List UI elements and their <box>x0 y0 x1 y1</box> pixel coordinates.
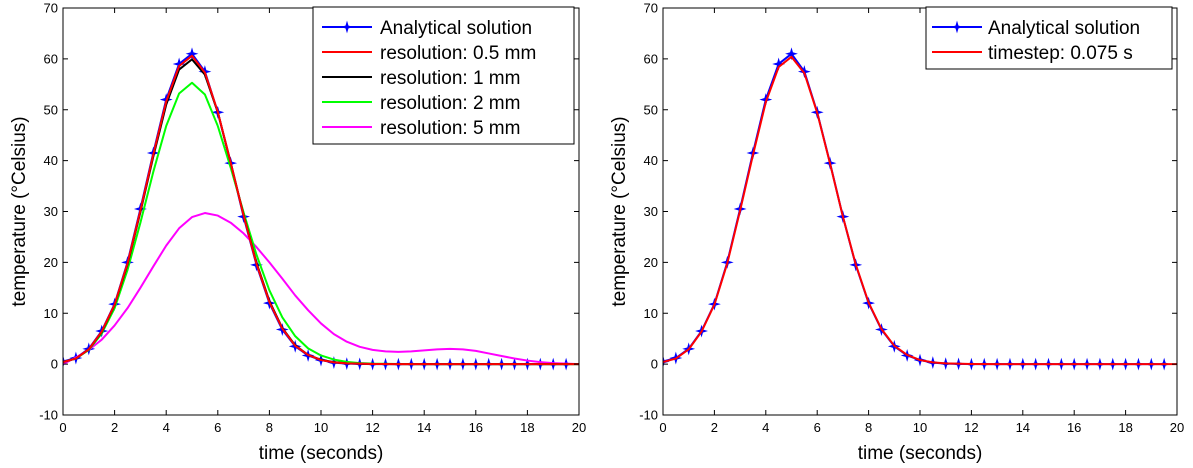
x-tick-label: 2 <box>111 420 118 435</box>
x-tick-label: 16 <box>469 420 483 435</box>
x-tick-label: 10 <box>913 420 927 435</box>
x-tick-label: 20 <box>1170 420 1184 435</box>
x-tick-label: 14 <box>417 420 431 435</box>
x-tick-label: 14 <box>1016 420 1030 435</box>
legend-marker <box>950 20 964 34</box>
x-tick-label: 18 <box>520 420 534 435</box>
x-tick-label: 16 <box>1067 420 1081 435</box>
y-tick-label: 30 <box>644 204 658 219</box>
x-tick-label: 2 <box>711 420 718 435</box>
x-tick-label: 4 <box>163 420 170 435</box>
y-tick-label: 0 <box>651 357 658 372</box>
legend-label: Analytical solution <box>988 18 1140 39</box>
x-tick-label: 4 <box>762 420 769 435</box>
x-tick-label: 12 <box>964 420 978 435</box>
data-point <box>785 47 798 61</box>
x-tick-label: 8 <box>266 420 273 435</box>
legend-label: resolution: 1 mm <box>380 68 520 89</box>
x-tick-label: 6 <box>814 420 821 435</box>
series-line-4 <box>63 212 579 366</box>
y-tick-label: 10 <box>644 306 658 321</box>
y-tick-label: 50 <box>644 102 658 117</box>
x-tick-label: 0 <box>659 420 666 435</box>
legend-label: resolution: 5 mm <box>380 118 520 139</box>
x-tick-label: 6 <box>214 420 221 435</box>
y-tick-label: 70 <box>644 1 658 16</box>
legend-box <box>925 6 1173 70</box>
y-tick-label: -10 <box>639 408 658 423</box>
legend-box <box>312 6 575 145</box>
series-line-1 <box>663 55 1177 366</box>
chart-1: 0 2 4 6 8 10 12 14 16 18 20-10010203040506070time … <box>9 1 586 465</box>
legend-marker <box>340 20 354 34</box>
y-tick-label: 0 <box>51 357 58 372</box>
legend-label: resolution: 0.5 mm <box>380 43 536 64</box>
legend-label: resolution: 2 mm <box>380 93 520 114</box>
y-tick-label: 20 <box>644 255 658 270</box>
legend: Analytical solution resolution: 0.5 mm res… <box>312 6 575 145</box>
chart-2: 0 2 4 6 8 10 12 14 16 18 20-10010203040506070time … <box>609 1 1184 465</box>
y-tick-label: 20 <box>44 255 58 270</box>
series-line-1 <box>63 54 579 366</box>
x-axis-label: time (seconds) <box>259 443 384 464</box>
x-axis-label: time (seconds) <box>858 443 983 464</box>
plot-area <box>663 8 1177 415</box>
y-tick-label: 60 <box>44 51 58 66</box>
y-tick-label: 10 <box>44 306 58 321</box>
y-tick-label: 70 <box>44 1 58 16</box>
y-tick-label: 30 <box>44 204 58 219</box>
x-tick-label: 18 <box>1118 420 1132 435</box>
y-tick-label: -10 <box>39 408 58 423</box>
y-tick-label: 40 <box>44 153 58 168</box>
x-tick-label: 20 <box>572 420 586 435</box>
legend-label: timestep: 0.075 s <box>988 43 1133 64</box>
x-tick-label: 12 <box>365 420 379 435</box>
y-axis-label: temperature (°Celsius) <box>9 116 30 306</box>
y-tick-label: 50 <box>44 102 58 117</box>
x-tick-label: 8 <box>865 420 872 435</box>
legend-label: Analytical solution <box>380 18 532 39</box>
x-tick-label: 10 <box>314 420 328 435</box>
series-group <box>63 47 579 371</box>
series-group <box>663 47 1177 371</box>
y-tick-label: 40 <box>644 153 658 168</box>
legend: Analytical solution timestep: 0.075 s <box>925 6 1173 70</box>
y-tick-label: 60 <box>644 51 658 66</box>
y-axis-label: temperature (°Celsius) <box>609 116 630 306</box>
x-tick-label: 0 <box>59 420 66 435</box>
